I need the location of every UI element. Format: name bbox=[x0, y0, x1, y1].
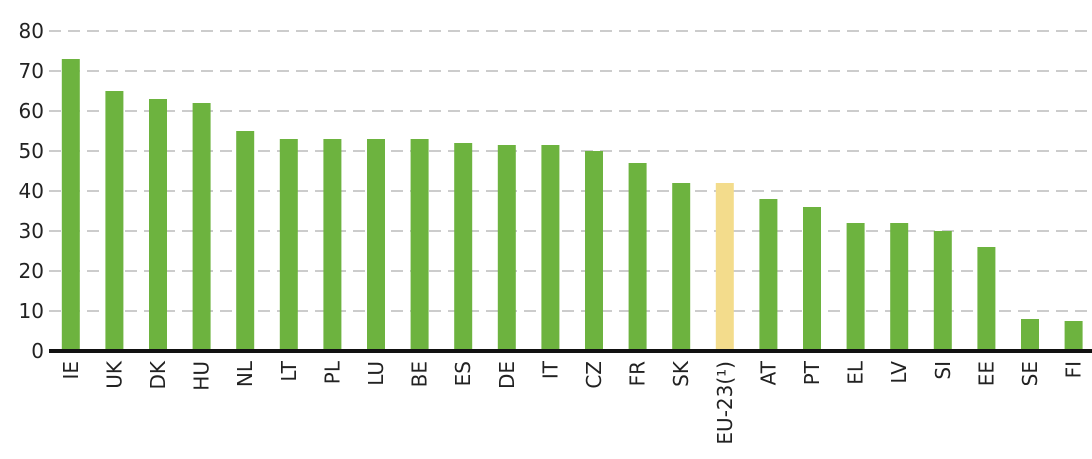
x-tick-label: ES bbox=[451, 361, 475, 386]
x-tick-label: CZ bbox=[582, 361, 606, 389]
x-tick-label: SK bbox=[669, 360, 693, 387]
y-tick-label: 20 bbox=[19, 259, 44, 283]
bar bbox=[715, 183, 734, 351]
x-tick-label: NL bbox=[233, 360, 257, 387]
bar bbox=[977, 247, 996, 351]
x-tick-label: HU bbox=[190, 361, 214, 391]
bar bbox=[497, 145, 516, 351]
bar bbox=[236, 131, 255, 351]
y-tick-label: 50 bbox=[19, 139, 44, 163]
y-tick-label: 0 bbox=[31, 339, 44, 363]
x-tick-label: IE bbox=[59, 361, 83, 380]
x-tick-label: PL bbox=[320, 360, 344, 384]
y-tick-label: 40 bbox=[19, 179, 44, 203]
x-tick-label: SI bbox=[931, 361, 955, 380]
bar bbox=[628, 163, 647, 351]
bar bbox=[933, 231, 952, 351]
x-tick-label: SE bbox=[1018, 361, 1042, 386]
x-tick-label: LT bbox=[277, 360, 301, 381]
bar bbox=[585, 151, 603, 351]
x-tick-label: LU bbox=[364, 361, 388, 386]
x-tick-label: AT bbox=[756, 360, 780, 385]
bar bbox=[454, 143, 473, 351]
bar bbox=[890, 223, 909, 351]
bar bbox=[846, 223, 865, 351]
bar bbox=[279, 139, 298, 351]
bar bbox=[672, 183, 691, 351]
bar bbox=[541, 145, 560, 351]
bar bbox=[192, 103, 211, 351]
bar bbox=[61, 59, 80, 351]
bar bbox=[1021, 319, 1039, 351]
bar bbox=[323, 139, 342, 351]
y-tick-label: 70 bbox=[19, 59, 44, 83]
bar bbox=[149, 99, 167, 351]
bar bbox=[410, 139, 429, 351]
x-tick-label: PT bbox=[800, 360, 824, 385]
y-tick-label: 30 bbox=[19, 219, 44, 243]
x-tick-label: UK bbox=[102, 360, 126, 389]
y-tick-label: 10 bbox=[19, 299, 44, 323]
x-tick-label: BE bbox=[408, 361, 432, 387]
x-tick-label: EL bbox=[844, 360, 868, 385]
y-tick-label: 60 bbox=[19, 99, 44, 123]
x-tick-label: FR bbox=[626, 361, 650, 387]
bar bbox=[759, 199, 778, 351]
bar bbox=[105, 91, 124, 351]
y-tick-label: 80 bbox=[19, 19, 44, 43]
x-tick-label: IT bbox=[538, 360, 562, 379]
x-tick-label: EU-23(¹) bbox=[713, 361, 737, 445]
x-tick-label: LV bbox=[887, 361, 911, 384]
x-tick-label: DE bbox=[495, 361, 519, 389]
x-tick-label: DK bbox=[146, 360, 170, 389]
bar bbox=[803, 207, 821, 351]
x-tick-label: FI bbox=[1062, 361, 1086, 378]
x-tick-label: EE bbox=[974, 361, 998, 386]
bar bbox=[367, 139, 385, 351]
bar bbox=[1064, 321, 1083, 351]
